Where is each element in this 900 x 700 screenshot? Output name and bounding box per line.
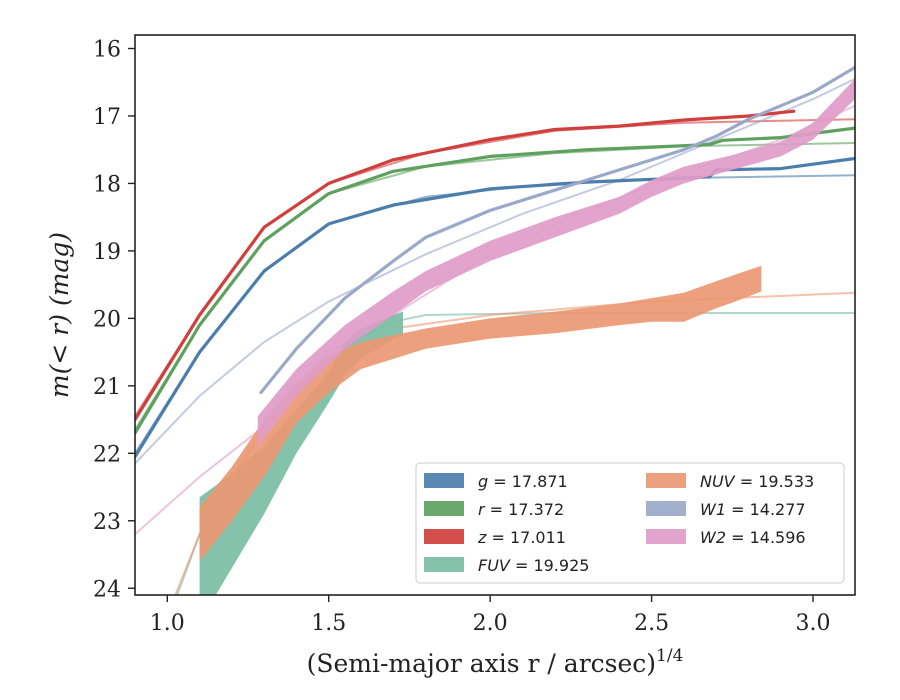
legend-swatch-nuv: [646, 473, 686, 488]
x-axis-label-exponent: 1/4: [656, 646, 683, 666]
legend-swatch-fuv: [424, 557, 464, 572]
x-axis: 1.0 1.5 2.0 2.5 3.0: [150, 595, 831, 636]
y-tick-label: 19: [93, 240, 121, 265]
legend-swatch-g: [424, 473, 464, 488]
x-axis-label-text: (Semi-major axis r / arcsec): [307, 649, 656, 678]
x-tick-label: 1.0: [150, 611, 185, 636]
fuv-band: [199, 311, 403, 595]
y-axis: 16 17 18 19 20 21 22 23 24: [93, 37, 135, 602]
r-observed-line: [135, 126, 855, 435]
legend-label-r: r = 17.372: [478, 500, 564, 519]
plot-frame: [134, 34, 856, 596]
y-tick-label: 16: [93, 37, 121, 62]
legend-label-w2: W2 = 14.596: [700, 528, 806, 547]
legend: g = 17.871 r = 17.372 z = 17.011 FUV = 19.9…: [415, 462, 845, 584]
legend-swatch-w1: [646, 501, 686, 516]
y-tick-label: 23: [93, 510, 121, 535]
legend-swatch-z: [424, 529, 464, 544]
legend-swatch-r: [424, 501, 464, 516]
x-tick-label: 2.0: [473, 611, 508, 636]
x-tick-label: 1.5: [311, 611, 346, 636]
g-observed-line: [135, 156, 855, 459]
y-tick-label: 20: [93, 307, 121, 332]
y-axis-label: m(< r) (mag): [45, 232, 74, 398]
legend-swatch-w2: [646, 529, 686, 544]
x-tick-label: 2.5: [634, 611, 669, 636]
y-tick-label: 18: [93, 172, 121, 197]
legend-label-w1: W1 = 14.277: [700, 500, 806, 519]
x-tick-label: 3.0: [796, 611, 831, 636]
w1-model-curve: [135, 77, 855, 465]
nuv-band: [199, 265, 762, 562]
legend-label-g: g = 17.871: [478, 472, 568, 491]
y-tick-label: 21: [93, 375, 121, 400]
w1-observed-line: [259, 65, 855, 395]
w2-band: [257, 78, 855, 447]
legend-label-fuv: FUV = 19.925: [478, 556, 589, 575]
y-tick-label: 17: [93, 105, 121, 130]
x-axis-label: (Semi-major axis r / arcsec)1/4: [307, 646, 684, 678]
z-observed-line: [135, 109, 796, 422]
y-tick-label: 22: [93, 442, 121, 467]
plot-area: [135, 65, 855, 595]
legend-box: [415, 462, 845, 584]
y-tick-label: 24: [93, 577, 121, 602]
legend-label-nuv: NUV = 19.533: [700, 472, 814, 491]
legend-label-z: z = 17.011: [477, 528, 566, 547]
